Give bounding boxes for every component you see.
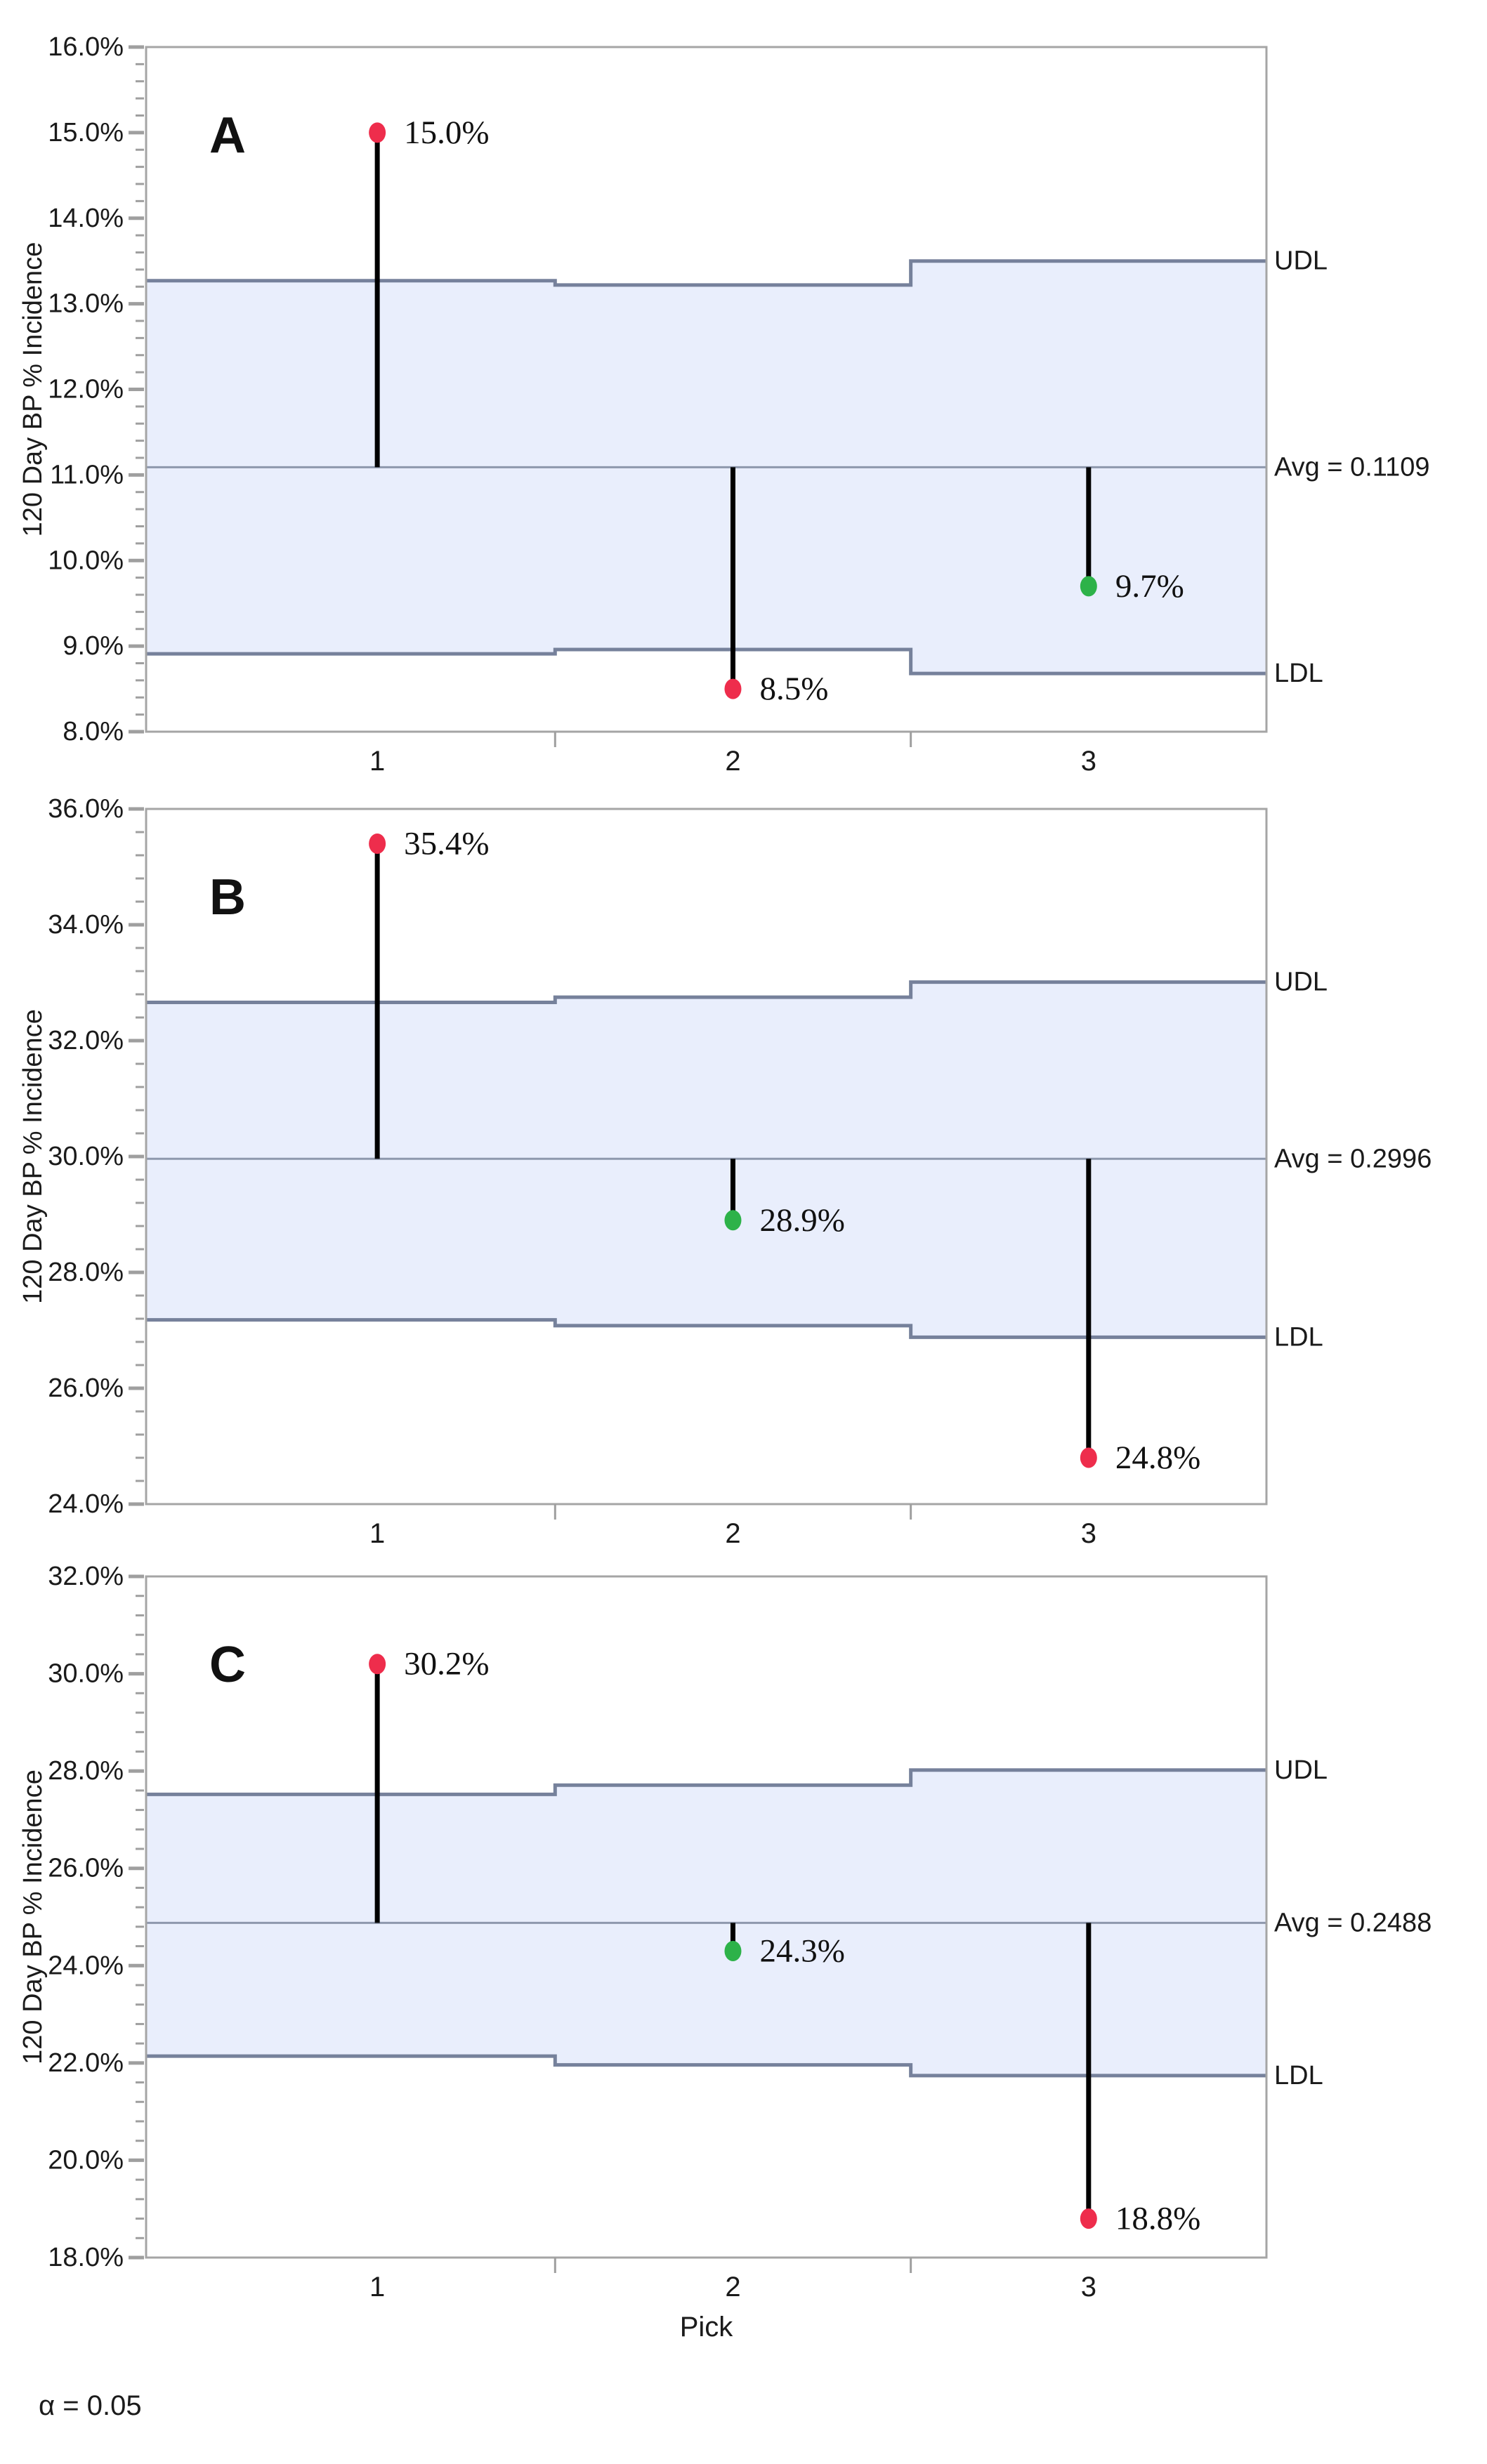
plot-frame — [145, 808, 1268, 1506]
x-category-label: 1 — [369, 1518, 385, 1549]
x-axis-title: Pick — [679, 2312, 733, 2343]
data-point — [724, 1941, 742, 1961]
x-category-label: 2 — [725, 2272, 740, 2302]
y-tick-label: 34.0% — [48, 910, 124, 940]
data-point — [369, 1654, 386, 1675]
ldl-label: LDL — [1274, 2061, 1323, 2090]
y-tick-label: 8.0% — [63, 717, 124, 746]
x-category-label: 2 — [725, 746, 740, 777]
point-value-label: 24.8% — [1115, 1439, 1200, 1476]
y-tick-label: 24.0% — [48, 1489, 124, 1519]
y-tick-label: 30.0% — [48, 1659, 124, 1689]
point-value-label: 30.2% — [404, 1646, 489, 1682]
avg-label: Avg = 0.2488 — [1274, 1908, 1432, 1937]
x-category-label: 1 — [369, 2272, 385, 2302]
udl-line — [146, 259, 1266, 287]
udl-label: UDL — [1274, 968, 1328, 997]
ldl-label: LDL — [1274, 1322, 1323, 1352]
y-tick-label: 20.0% — [48, 2145, 124, 2175]
x-category-label: 3 — [1081, 1518, 1096, 1549]
y-tick-label: 32.0% — [48, 1026, 124, 1055]
point-value-label: 18.8% — [1115, 2201, 1200, 2237]
ldl-line — [146, 2054, 1266, 2078]
data-point — [369, 834, 386, 854]
y-axis-title-panel-a: 120 Day BP % Incidence — [18, 242, 48, 537]
y-tick-label: 26.0% — [48, 1854, 124, 1883]
y-axis-title-panel-b: 120 Day BP % Incidence — [18, 1009, 48, 1304]
y-tick-label: 30.0% — [48, 1142, 124, 1171]
x-category-label: 3 — [1081, 746, 1096, 777]
data-point — [1080, 1447, 1097, 1468]
y-tick-label: 28.0% — [48, 1756, 124, 1786]
y-axis-title-panel-c: 120 Day BP % Incidence — [18, 1770, 48, 2064]
panel-letter: B — [209, 869, 246, 925]
plot-frame — [145, 1575, 1268, 2259]
point-value-label: 15.0% — [404, 114, 489, 151]
data-point — [1080, 2208, 1097, 2229]
point-value-label: 24.3% — [759, 1933, 844, 1970]
y-tick-label: 9.0% — [63, 631, 124, 661]
x-category-label: 3 — [1081, 2272, 1096, 2302]
y-tick-label: 24.0% — [48, 1951, 124, 1980]
y-tick-label: 26.0% — [48, 1373, 124, 1403]
data-point — [724, 1210, 742, 1231]
y-tick-label: 14.0% — [48, 204, 124, 233]
y-tick-label: 36.0% — [48, 794, 124, 824]
udl-label: UDL — [1274, 1755, 1328, 1785]
y-tick-label: 16.0% — [48, 32, 124, 62]
panel-letter: A — [209, 107, 246, 164]
ldl-label: LDL — [1274, 659, 1323, 688]
ldl-line — [146, 1318, 1266, 1339]
y-tick-label: 10.0% — [48, 546, 124, 575]
udl-label: UDL — [1274, 246, 1328, 276]
data-point — [1080, 576, 1097, 597]
avg-label: Avg = 0.1109 — [1274, 452, 1430, 482]
avg-label: Avg = 0.2996 — [1274, 1144, 1432, 1173]
y-tick-label: 22.0% — [48, 2048, 124, 2078]
point-value-label: 8.5% — [759, 671, 828, 707]
data-point — [724, 678, 742, 699]
point-value-label: 28.9% — [759, 1202, 844, 1239]
y-tick-label: 15.0% — [48, 118, 124, 147]
y-tick-label: 28.0% — [48, 1258, 124, 1287]
x-category-label: 2 — [725, 1518, 740, 1549]
udl-line — [146, 980, 1266, 1005]
panel-letter: C — [209, 1637, 246, 1693]
alpha-note: α = 0.05 — [39, 2390, 142, 2421]
plot-frame — [145, 46, 1268, 733]
x-category-label: 1 — [369, 746, 385, 777]
y-tick-label: 32.0% — [48, 1562, 124, 1591]
point-value-label: 35.4% — [404, 826, 489, 862]
y-tick-label: 12.0% — [48, 375, 124, 404]
y-tick-label: 13.0% — [48, 289, 124, 319]
y-tick-label: 11.0% — [50, 460, 124, 489]
data-point — [369, 122, 386, 143]
udl-line — [146, 1768, 1266, 1796]
point-value-label: 9.7% — [1115, 568, 1184, 605]
y-tick-label: 18.0% — [48, 2243, 124, 2272]
